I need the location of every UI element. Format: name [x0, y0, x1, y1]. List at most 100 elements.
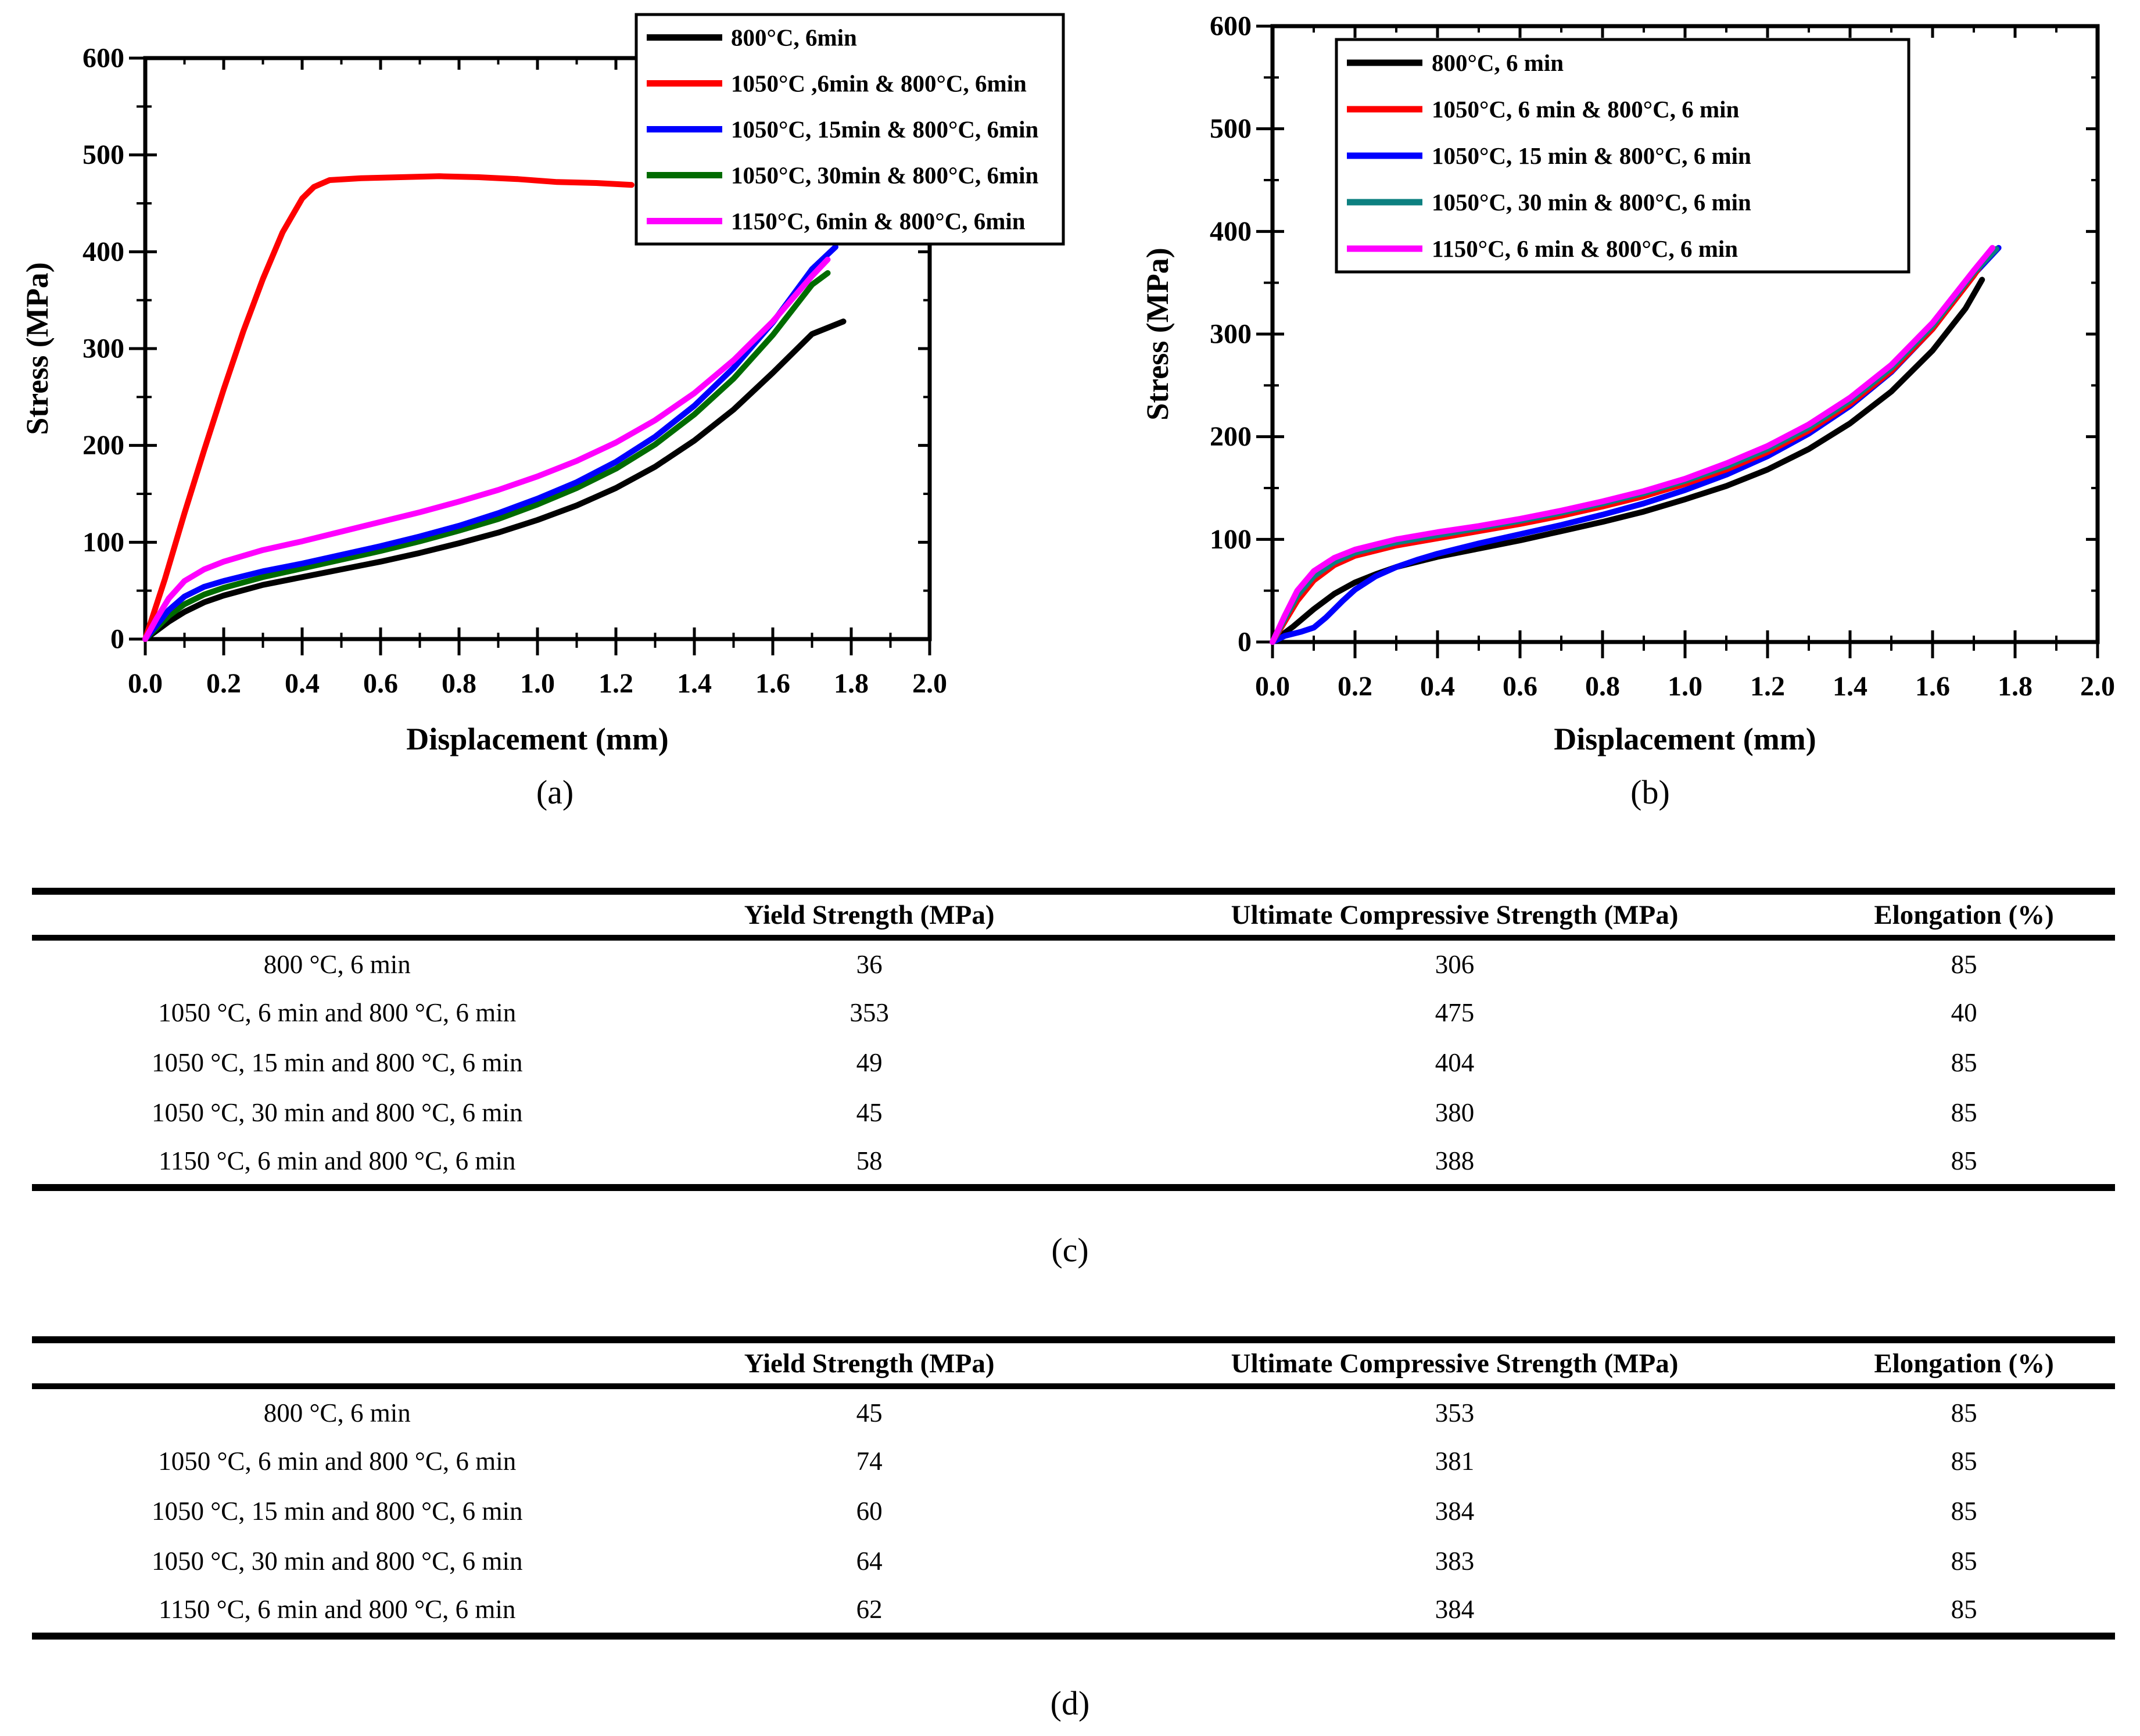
series-line — [142, 318, 847, 642]
series-line — [142, 270, 831, 642]
y-tick-label: 300 — [83, 333, 124, 364]
table-cell: 1050 °C, 6 min and 800 °C, 6 min — [158, 998, 517, 1027]
x-tick-label: 0.4 — [1420, 671, 1455, 702]
legend-item: 1150°C, 6 min & 800°C, 6 min — [1347, 235, 1738, 262]
table-cell: 85 — [1951, 1547, 1977, 1576]
table-d-header: Yield Strength (MPa) Ultimate Compressive… — [32, 1340, 2115, 1386]
table-cell: 1150 °C, 6 min and 800 °C, 6 min — [159, 1146, 516, 1175]
table-cell: 60 — [856, 1497, 883, 1526]
table-header-row: Yield Strength (MPa) Ultimate Compressive… — [32, 891, 2115, 938]
legend-item: 1050°C, 30 min & 800°C, 6 min — [1347, 189, 1751, 216]
table-row: 1150 °C, 6 min and 800 °C, 6 min 62 384 85 — [32, 1586, 2115, 1636]
x-tick-label: 0.8 — [1585, 671, 1620, 702]
x-tick-label: 2.0 — [2080, 671, 2115, 702]
x-tick-label: 0.0 — [128, 668, 163, 699]
table-cell: 85 — [1951, 1447, 1977, 1476]
table-cell: 85 — [1951, 1595, 1977, 1624]
table-row: 1050 °C, 15 min and 800 °C, 6 min 60 384 85 — [32, 1486, 2115, 1536]
chart-a-caption: (a) — [536, 773, 574, 811]
table-cell: 475 — [1435, 998, 1475, 1027]
table-cell: 388 — [1435, 1146, 1475, 1175]
x-tick-label: 0.2 — [1338, 671, 1372, 702]
table-cell: 1050 °C, 15 min and 800 °C, 6 min — [151, 1048, 523, 1077]
table-row: 1050 °C, 30 min and 800 °C, 6 min 45 380 85 — [32, 1088, 2115, 1138]
table-header-cell: Elongation (%) — [1874, 899, 2054, 930]
stress-displacement-chart-b: 0.0 0.2 0.4 0.6 0.8 1.0 1.2 1.4 1.6 1.8 2.0 0 100 200… — [1140, 11, 2115, 757]
legend-item: 1050°C ,6min & 800°C, 6min — [647, 70, 1027, 97]
series-line — [1270, 277, 1985, 645]
table-cell: 85 — [1951, 1497, 1977, 1526]
series-line — [142, 244, 838, 642]
y-tick-label: 500 — [83, 139, 124, 170]
table-row: 1150 °C, 6 min and 800 °C, 6 min 58 388 85 — [32, 1138, 2115, 1188]
table-cell: 381 — [1435, 1447, 1475, 1476]
x-tick-label: 0.6 — [1503, 671, 1537, 702]
table-header-cell: Yield Strength (MPa) — [744, 899, 995, 930]
y-tick-label: 600 — [83, 43, 124, 74]
table-cell: 353 — [1435, 1398, 1475, 1427]
table-cell: 1050 °C, 6 min and 800 °C, 6 min — [158, 1447, 517, 1476]
table-c-body: 800 °C, 6 min 36 306 85 1050 °C, 6 min and 8… — [32, 938, 2115, 1188]
table-cell: 800 °C, 6 min — [263, 949, 411, 979]
x-tick-label: 1.8 — [1998, 671, 2033, 702]
table-cell: 62 — [856, 1595, 883, 1624]
table-header-cell — [32, 1340, 642, 1386]
chart-b-caption: (b) — [1630, 773, 1670, 811]
y-axis-label: Stress (MPa) — [1140, 248, 1175, 420]
table-c-header: Yield Strength (MPa) Ultimate Compressive… — [32, 891, 2115, 938]
x-tick-label: 1.4 — [1833, 671, 1867, 702]
table-header-cell: Ultimate Compressive Strength (MPa) — [1231, 899, 1679, 930]
y-axis-label: Stress (MPa) — [20, 262, 55, 435]
table-cell: 85 — [1951, 1048, 1977, 1077]
table-cell: 45 — [856, 1398, 883, 1427]
results-table-d: Yield Strength (MPa) Ultimate Compressive… — [32, 1336, 2115, 1640]
table-cell: 74 — [856, 1447, 883, 1476]
legend-label: 1050°C, 15min & 800°C, 6min — [731, 116, 1039, 143]
x-tick-label: 1.6 — [755, 668, 790, 699]
table-cell: 85 — [1951, 1098, 1977, 1127]
legend-label: 1150°C, 6 min & 800°C, 6 min — [1432, 235, 1738, 262]
table-cell: 384 — [1435, 1497, 1475, 1526]
table-cell: 353 — [849, 998, 889, 1027]
table-c-caption: (c) — [1051, 1231, 1089, 1269]
table-cell: 45 — [856, 1098, 883, 1127]
legend-item: 1050°C, 15min & 800°C, 6min — [647, 116, 1039, 143]
table-header-cell: Elongation (%) — [1874, 1348, 2054, 1379]
legend-label: 1050°C, 30min & 800°C, 6min — [731, 162, 1039, 189]
y-tick-label: 0 — [1238, 627, 1252, 658]
x-tick-label: 0.4 — [285, 668, 320, 699]
table-cell: 85 — [1951, 1398, 1977, 1427]
series-line — [142, 256, 831, 642]
legend-label: 800°C, 6min — [731, 24, 857, 51]
table-cell: 384 — [1435, 1595, 1475, 1624]
table-header-cell: Ultimate Compressive Strength (MPa) — [1231, 1348, 1679, 1379]
table-row: 800 °C, 6 min 45 353 85 — [32, 1386, 2115, 1436]
legend-label: 1150°C, 6min & 800°C, 6min — [731, 208, 1026, 235]
x-axis-label: Displacement (mm) — [1554, 722, 1816, 756]
y-tick-label: 200 — [1210, 421, 1252, 452]
table-row: 800 °C, 6 min 36 306 85 — [32, 938, 2115, 988]
y-tick-label: 100 — [83, 527, 124, 558]
legend-label: 800°C, 6 min — [1432, 49, 1564, 76]
x-tick-label: 0.6 — [363, 668, 398, 699]
y-tick-label: 600 — [1210, 11, 1252, 42]
y-tick-label: 400 — [83, 236, 124, 267]
table-cell: 85 — [1951, 1146, 1977, 1175]
table-cell: 306 — [1435, 949, 1475, 979]
stress-displacement-chart-a: 0.0 0.2 0.4 0.6 0.8 1.0 1.2 1.4 1.6 1.8 2.0 0 100 200… — [20, 13, 1065, 756]
table-cell: 64 — [856, 1547, 883, 1576]
series-line — [1270, 246, 1999, 645]
table-header-cell — [32, 891, 642, 938]
series-line — [1270, 248, 1994, 645]
table-row: 1050 °C, 15 min and 800 °C, 6 min 49 404 85 — [32, 1038, 2115, 1088]
table-cell: 58 — [856, 1146, 883, 1175]
series-group — [1270, 245, 2002, 645]
table-row: 1050 °C, 6 min and 800 °C, 6 min 74 381 85 — [32, 1436, 2115, 1486]
x-tick-label: 1.0 — [1668, 671, 1702, 702]
x-tick-label: 1.6 — [1915, 671, 1950, 702]
x-tick-label: 0.0 — [1255, 671, 1290, 702]
legend-item: 800°C, 6 min — [1347, 49, 1564, 76]
table-cell: 49 — [856, 1048, 883, 1077]
table-cell: 1050 °C, 30 min and 800 °C, 6 min — [151, 1547, 523, 1576]
